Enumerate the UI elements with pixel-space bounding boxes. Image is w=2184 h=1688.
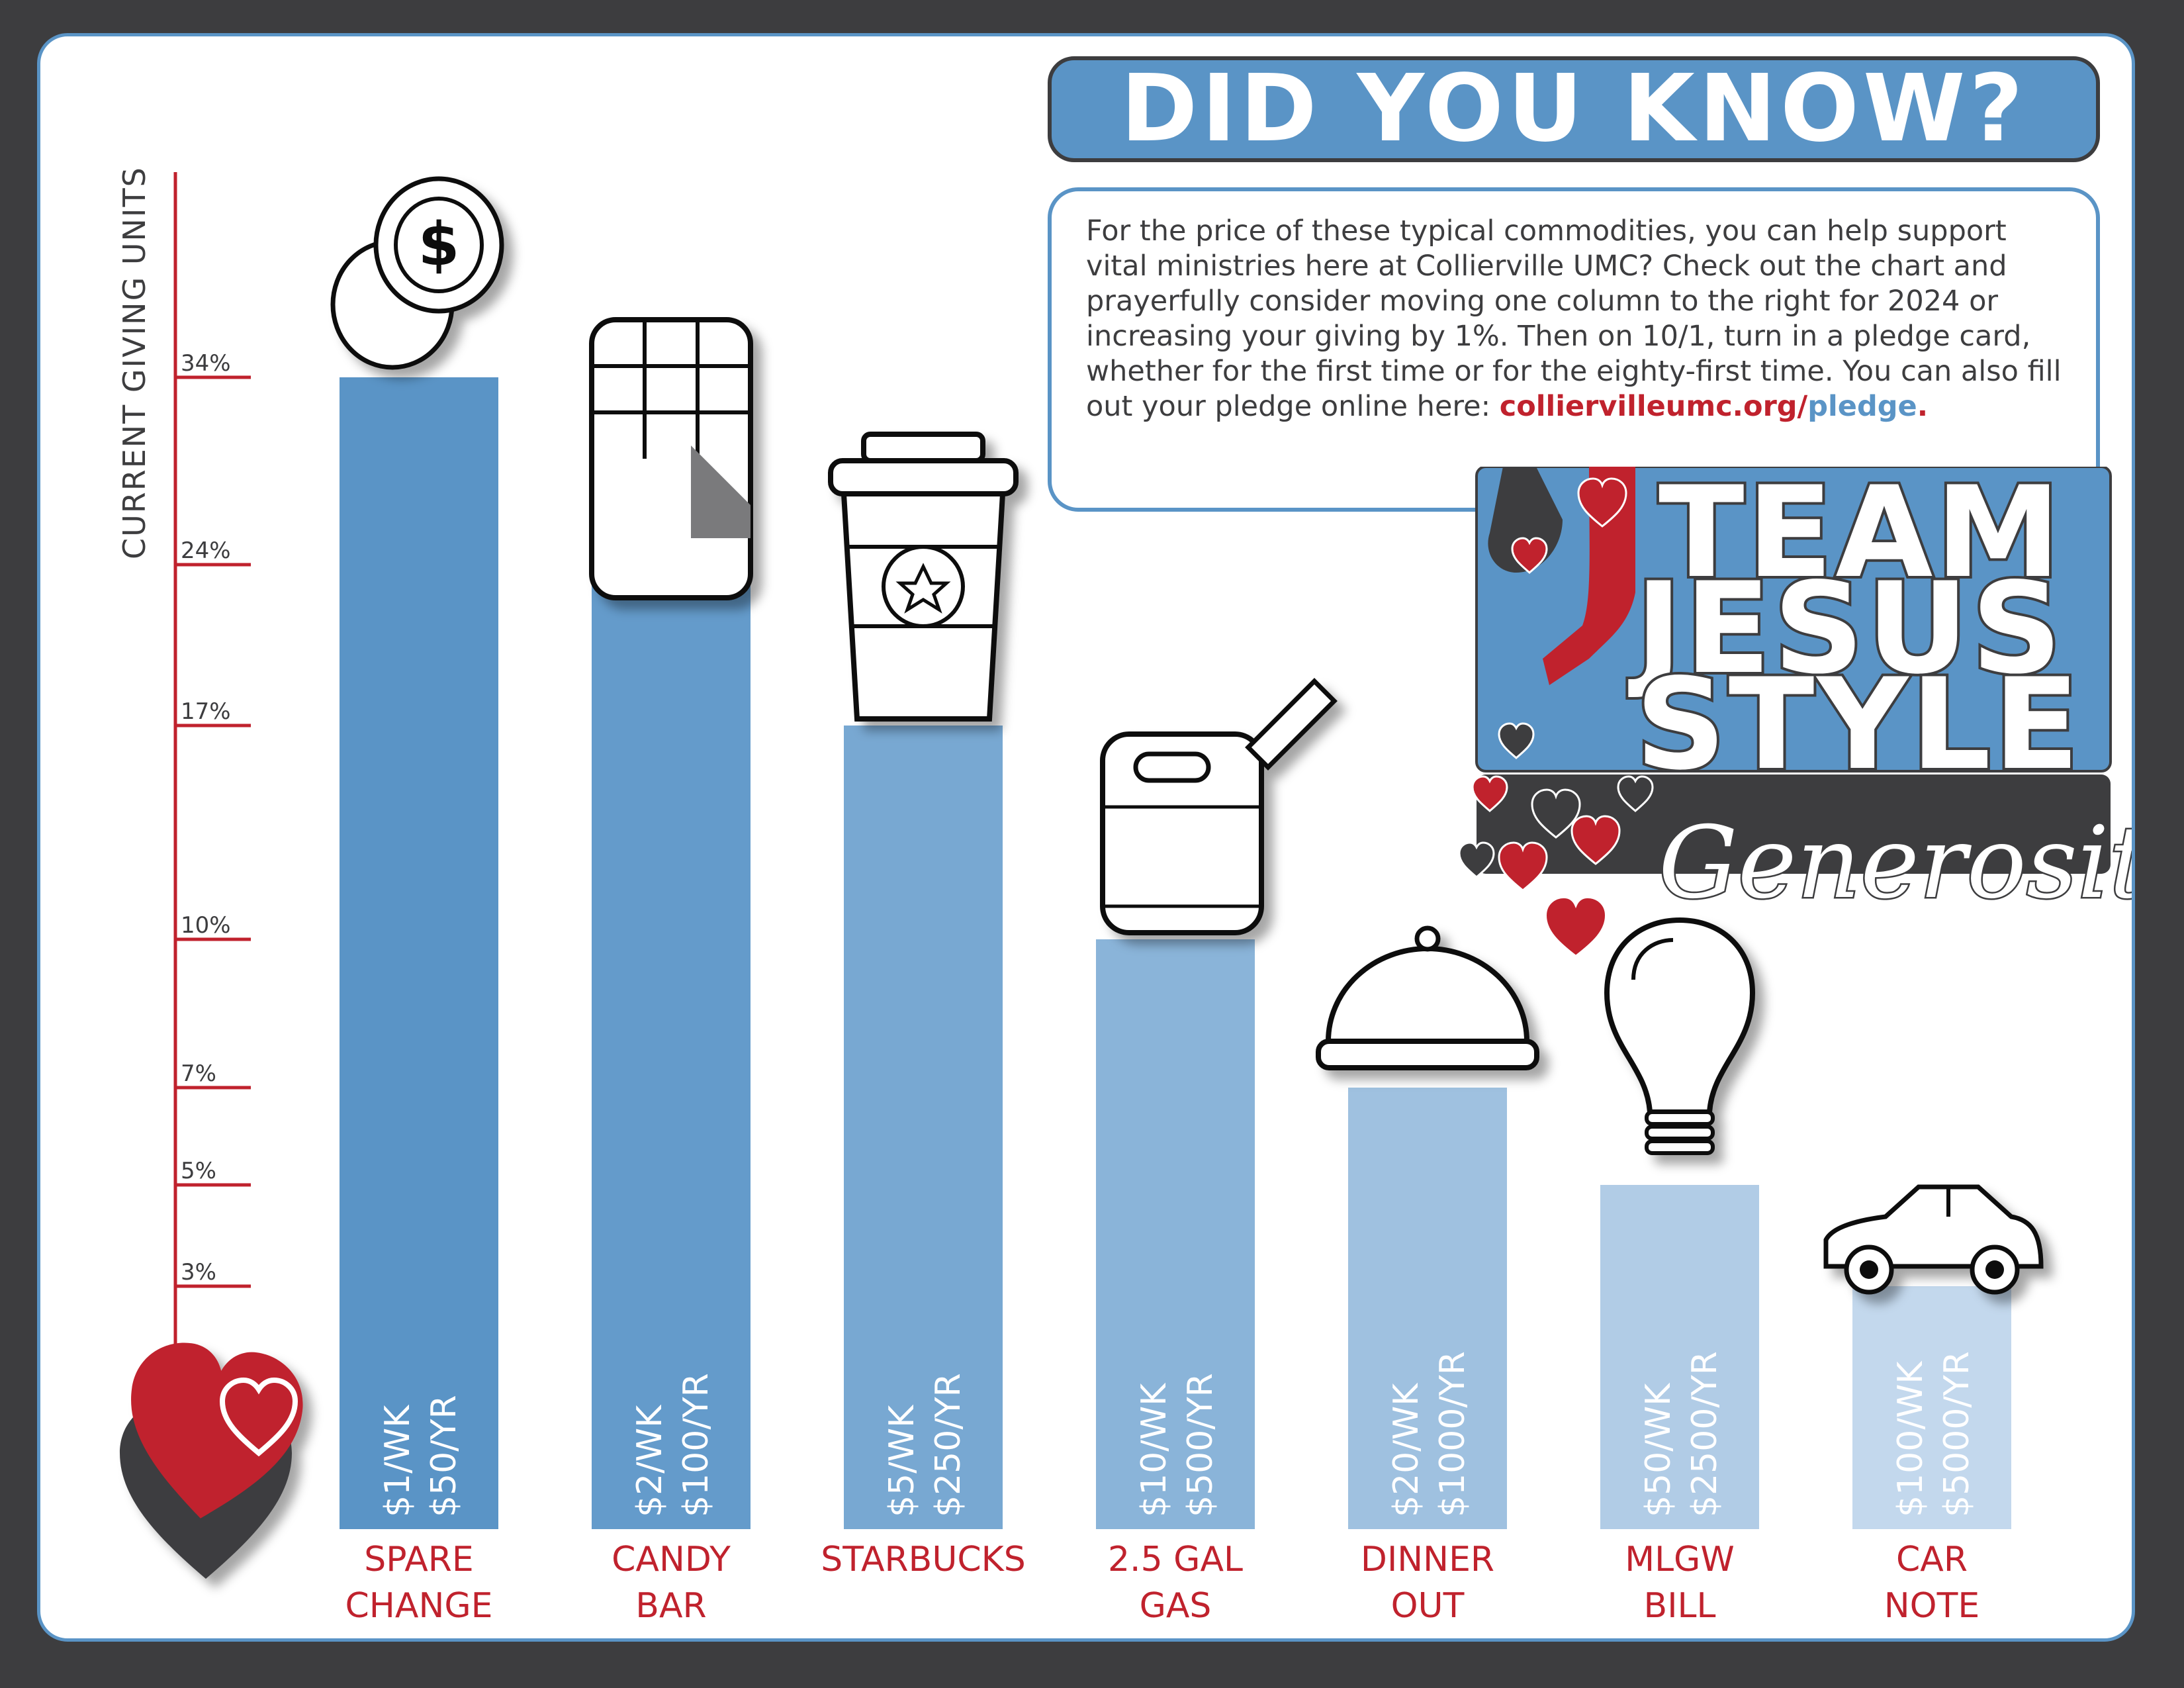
icons-group: $ [330,176,2044,1295]
bar-yearly-label: $1000/YR [1433,1351,1473,1517]
food-cloche-icon [1316,925,1539,1070]
small-heart-icon [219,1377,298,1457]
bar-weekly-label: $10/WK [1134,1382,1174,1517]
tick-label: 24% [181,538,231,564]
category-label: SPARE [364,1540,474,1579]
logo-word-style: STYLE [1635,651,2082,798]
info-text: For the price of these typical commoditi… [1086,214,2062,423]
bar-weekly-label: $100/WK [1891,1360,1931,1517]
bar-5 [1348,1088,1507,1529]
gas-can-icon [1100,678,1338,935]
y-axis-ticks: 34% 24% 17% 10% 7% 5% 3% [175,350,251,1288]
info-box: For the price of these typical commoditi… [1048,187,2100,512]
bar-yearly-label: $5000/YR [1937,1351,1977,1517]
category-label: STARBUCKS [821,1540,1026,1579]
bar-yearly-label: $100/YR [676,1373,716,1517]
category-label: CHANGE [345,1586,492,1626]
category-label: MLGW [1625,1540,1735,1579]
bar-weekly-label: $2/WK [630,1404,670,1517]
pledge-link-domain[interactable]: colliervilleumc.org/ [1499,390,1808,423]
tick-label: 7% [181,1060,216,1087]
category-label: OUT [1391,1586,1465,1626]
y-axis-title: CURRENT GIVING UNITS [116,166,152,559]
logo-word-jesus: JESUS [1628,555,2064,702]
tick-label: 5% [181,1158,216,1184]
bar-weekly-label: $5/WK [882,1404,922,1517]
bar-weekly-label: $1/WK [378,1404,418,1517]
giving-chart: CURRENT GIVING UNITS 34% 24% 17% 10% 7% … [116,166,2044,1626]
bar-2 [592,565,751,1529]
did-you-know-banner: DID YOU KNOW? [1048,56,2100,162]
tick-label: 34% [181,350,231,377]
bar-6 [1600,1185,1759,1529]
category-label: BAR [635,1586,706,1626]
category-label: DINNER [1361,1540,1494,1579]
info-period: . [1917,390,1929,423]
category-label: 2.5 GAL [1108,1540,1243,1579]
did-you-know-title: DID YOU KNOW? [1120,55,2027,163]
car-icon [1823,1184,2044,1295]
bar-weekly-label: $20/WK [1387,1382,1426,1517]
bar-7 [1852,1286,2011,1529]
bar-yearly-label: $250/YR [929,1373,968,1517]
category-label: CAR [1896,1540,1968,1579]
bar-yearly-label: $500/YR [1181,1373,1220,1517]
bar-yearly-label: $50/YR [424,1395,464,1517]
infographic-card: CURRENT GIVING UNITS 34% 24% 17% 10% 7% … [37,33,2135,1642]
hands-illustration-icon [1543,467,1635,685]
candy-bar-icon [589,317,753,600]
category-label: BILL [1644,1586,1716,1626]
logo-script-generosity: Generosity [1659,806,2132,921]
coffee-cup-icon [828,432,1019,722]
logo-hearts-icon [1458,477,1654,959]
tick-label: 3% [181,1259,216,1286]
category-label: CANDY [612,1540,731,1579]
coins-icon: $ [330,176,504,370]
bars-group: $1/WK $50/YR SPARE CHANGE $2/WK $100/YR CANDY B… [340,377,2011,1626]
light-bulb-icon [1604,917,1756,1155]
info-paragraph: For the price of these typical commoditi… [1086,214,2067,424]
bar-3 [844,726,1003,1529]
category-label: GAS [1140,1586,1212,1626]
bar-4 [1096,939,1255,1529]
svg-text:$: $ [418,210,460,279]
logo-word-team: TEAM [1659,467,2064,606]
category-label: NOTE [1884,1586,1979,1626]
bar-1 [340,377,498,1529]
bar-yearly-label: $2500/YR [1685,1351,1725,1517]
hearts-decoration [120,1342,303,1579]
team-jesus-style-logo: TEAM JESUS STYLE Generosity [1458,467,2132,959]
bar-weekly-label: $50/WK [1639,1382,1678,1517]
tick-label: 10% [181,912,231,939]
pledge-link-path[interactable]: pledge [1807,390,1917,423]
tick-label: 17% [181,698,231,725]
